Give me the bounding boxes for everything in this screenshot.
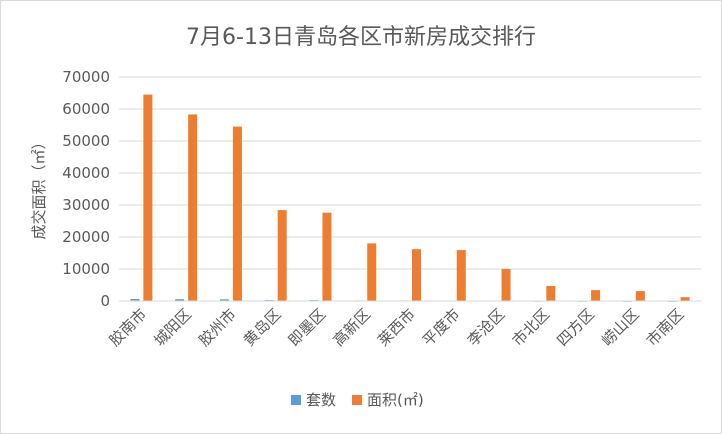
bar-area — [143, 94, 153, 301]
legend-label: 套数 — [306, 391, 336, 409]
bar-count — [219, 299, 229, 301]
y-tick-label: 50000 — [62, 132, 110, 150]
legend-label: 面积(㎡) — [367, 391, 424, 409]
x-category-label: 市南区 — [643, 305, 688, 350]
legend: 套数 面积(㎡) — [291, 391, 424, 409]
bar-area — [456, 250, 466, 301]
bar-count — [130, 299, 140, 301]
x-category-label: 高新区 — [330, 305, 375, 350]
x-category-label: 胶州市 — [195, 305, 240, 350]
legend-swatch — [291, 395, 301, 405]
bar-area — [367, 243, 377, 301]
bar-area — [501, 269, 511, 301]
bar-area — [635, 291, 645, 301]
y-tick-label: 0 — [100, 292, 110, 310]
y-tick-label: 40000 — [62, 164, 110, 182]
bar-area — [188, 114, 198, 301]
bar-area — [591, 290, 601, 301]
y-tick-label: 60000 — [62, 100, 110, 118]
bar-area — [322, 212, 332, 301]
x-category-label: 平度市 — [419, 305, 464, 350]
bar-area — [277, 210, 287, 301]
x-category-label: 李沧区 — [464, 305, 509, 350]
bar-area — [232, 126, 242, 301]
x-category-label: 市北区 — [509, 305, 554, 350]
x-axis-categories: 胶南市 城阳区 胶州市 黄岛区 即墨区 高新区 莱西市 平度市 李沧区 市北区 四方区 崂山区 市南区 — [106, 305, 688, 350]
x-category-label: 城阳区 — [150, 305, 195, 350]
bar-area — [546, 285, 556, 301]
x-category-label: 崂山区 — [598, 305, 643, 350]
y-tick-label: 70000 — [62, 68, 110, 86]
y-axis-label: 成交面积（㎡） — [30, 134, 48, 239]
y-tick-label: 20000 — [62, 228, 110, 246]
x-category-label: 黄岛区 — [240, 305, 285, 350]
gridlines — [119, 76, 701, 270]
x-category-label: 胶南市 — [106, 305, 151, 350]
x-category-label: 四方区 — [553, 305, 598, 350]
chart-title: 7月6-13日青岛各区市新房成交排行 — [186, 25, 536, 50]
y-tick-label: 10000 — [62, 260, 110, 278]
legend-swatch — [352, 395, 363, 405]
x-category-label: 莱西市 — [374, 305, 419, 350]
bar-area — [412, 249, 421, 301]
x-category-label: 即墨区 — [285, 305, 330, 350]
bar-count — [175, 299, 185, 301]
y-axis-ticks: 0 10000 20000 30000 40000 50000 60000 70000 — [62, 68, 110, 310]
bar-area — [680, 297, 690, 301]
bars — [130, 94, 690, 302]
y-tick-label: 30000 — [62, 196, 110, 214]
